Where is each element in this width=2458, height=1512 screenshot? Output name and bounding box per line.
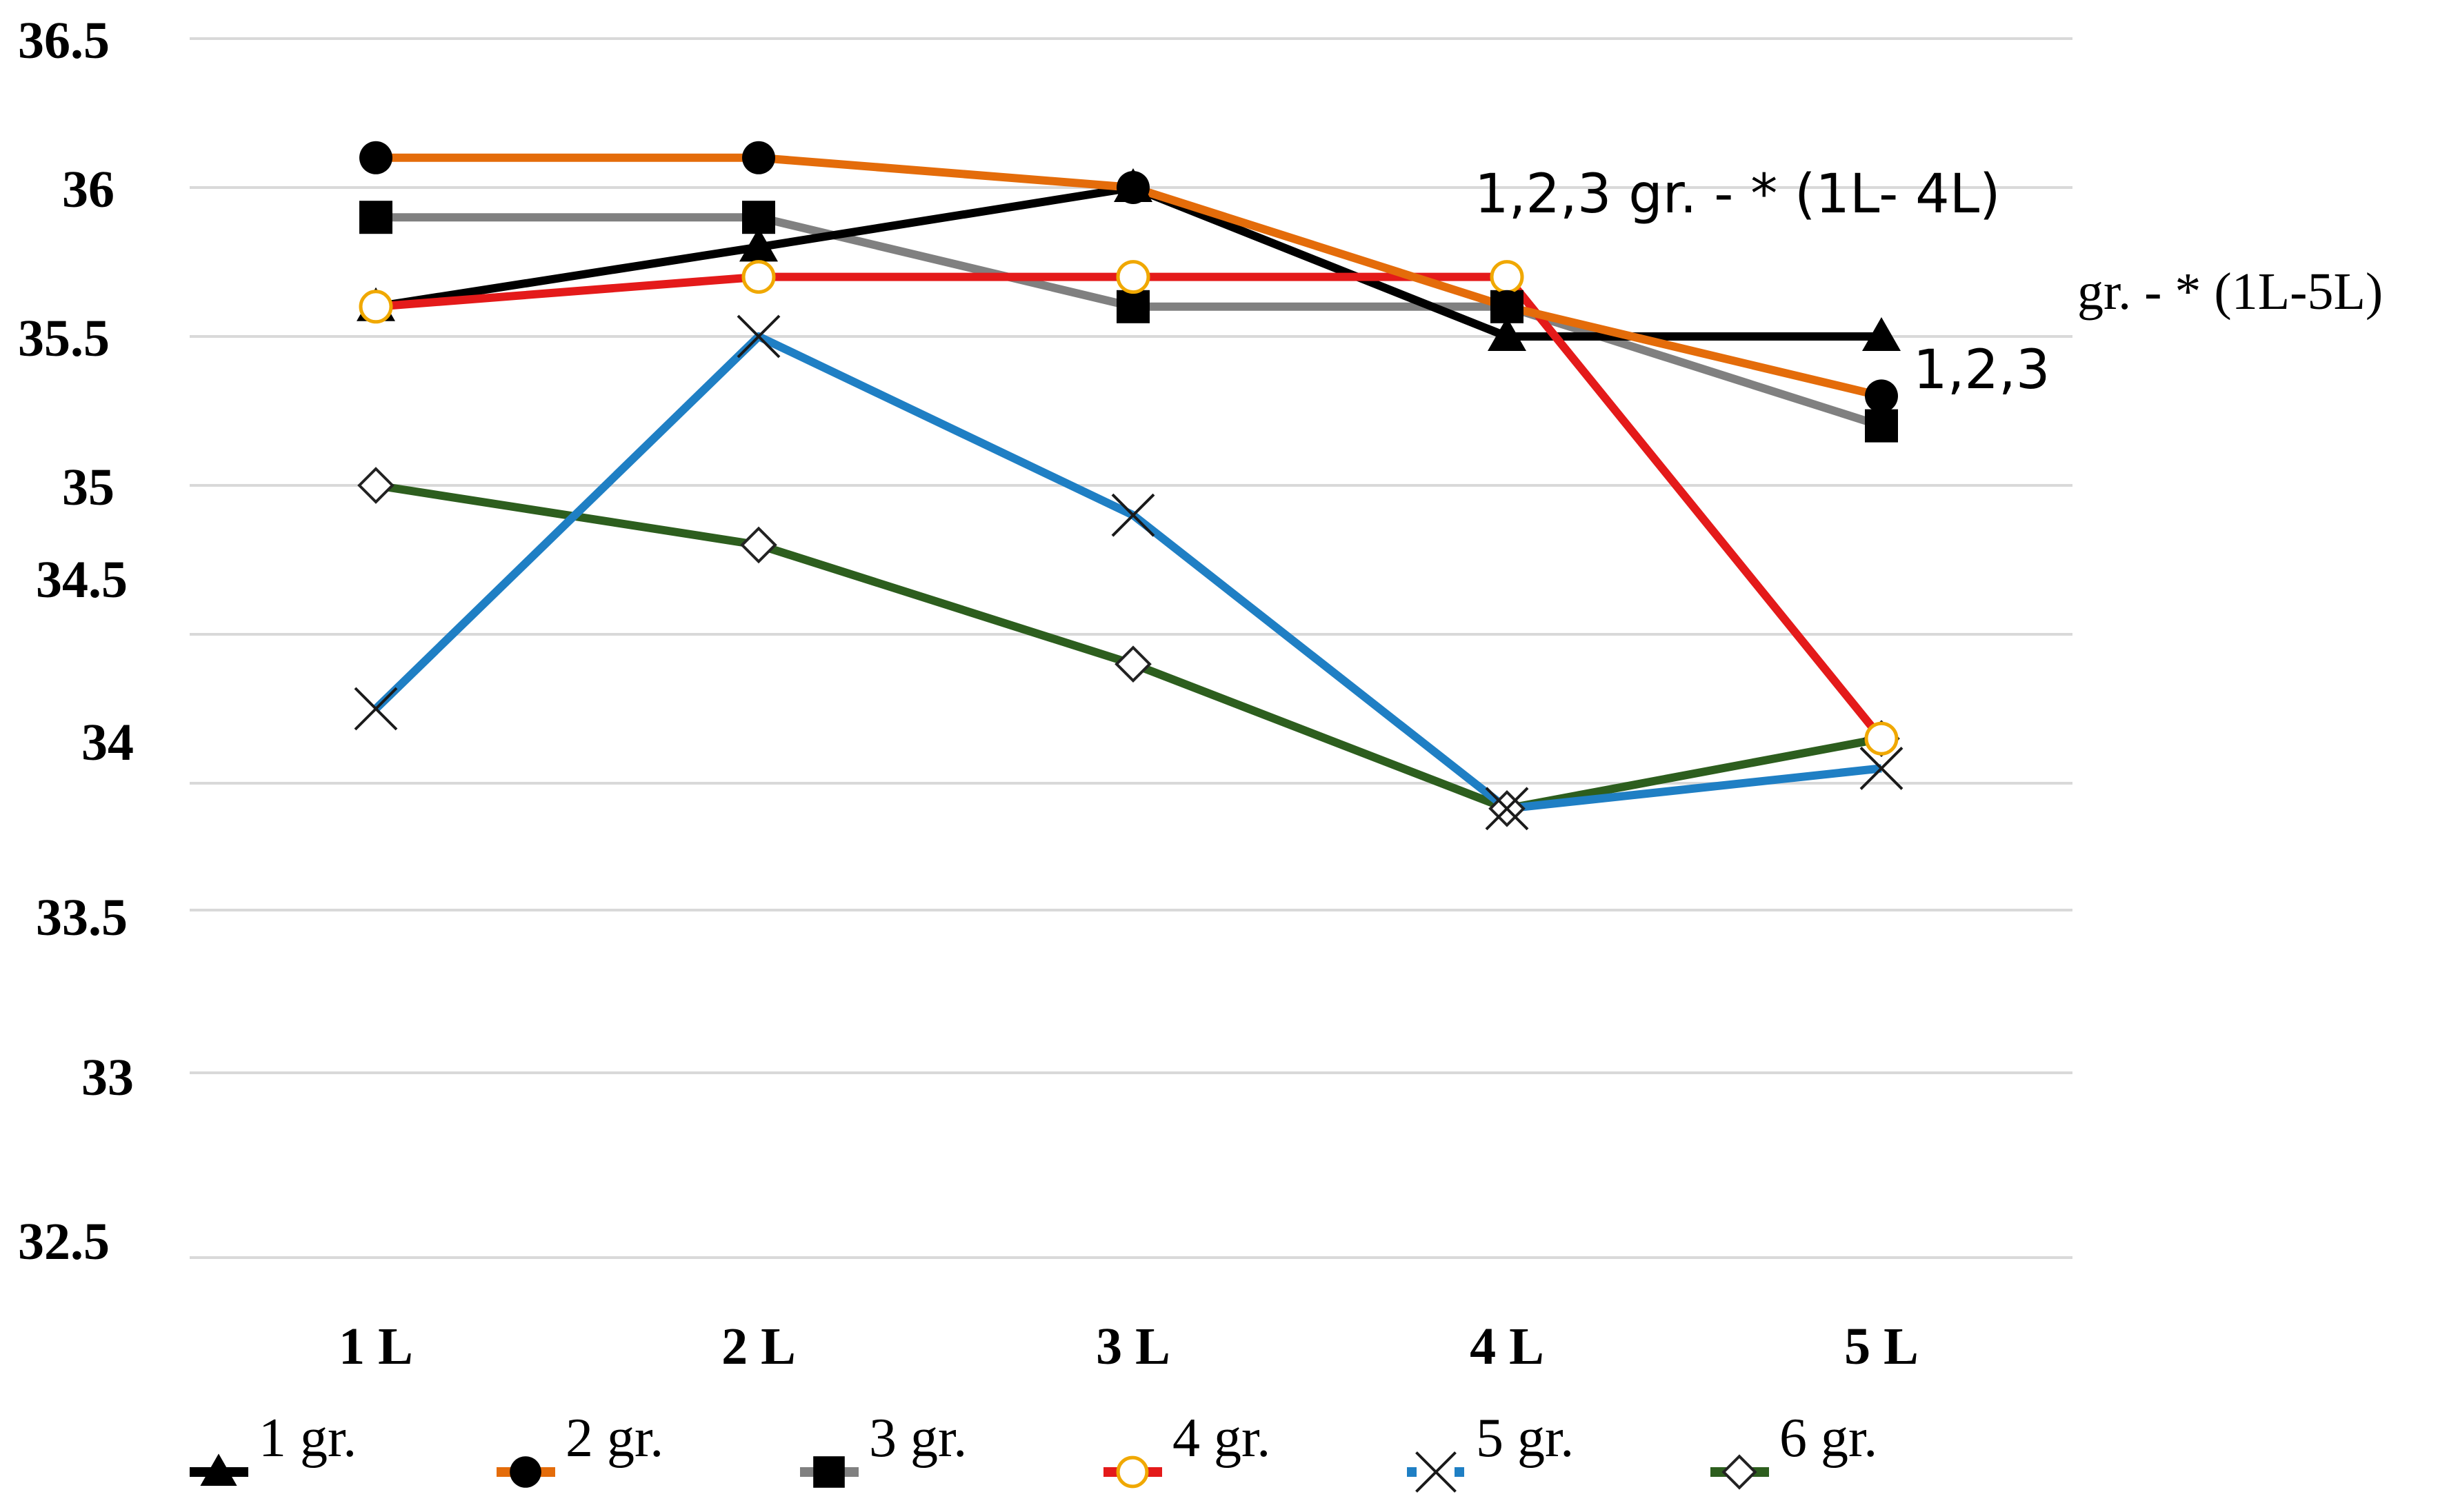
legend-label: 1 gr. <box>259 1408 357 1469</box>
legend-label: 2 gr. <box>566 1408 663 1469</box>
data-point <box>1490 290 1523 323</box>
legend-item: 2 gr. <box>497 1408 663 1488</box>
legend-marker <box>1721 1454 1757 1490</box>
legend-label: 3 gr. <box>869 1408 967 1469</box>
x-tick-label: 2 L <box>721 1318 796 1375</box>
legend-label: 6 gr. <box>1779 1408 1877 1469</box>
y-tick-label: 33.5 <box>36 889 128 947</box>
x-tick-label: 3 L <box>1096 1318 1170 1375</box>
x-tick-label: 1 L <box>339 1318 413 1375</box>
data-point <box>1864 721 1899 756</box>
data-point <box>359 290 393 324</box>
series-lines <box>372 153 1885 813</box>
legend-marker <box>510 1456 541 1488</box>
data-point <box>1111 493 1155 537</box>
data-point <box>1865 409 1898 443</box>
y-tick-label: 34 <box>81 714 134 772</box>
data-point <box>1865 379 1898 413</box>
data-point <box>1490 260 1524 294</box>
legend-item: 6 gr. <box>1710 1408 1877 1490</box>
legend-marker <box>1116 1455 1149 1489</box>
legend-item: 5 gr. <box>1407 1408 1574 1493</box>
y-tick-label: 32.5 <box>18 1213 110 1271</box>
data-point <box>1117 290 1150 323</box>
series-markers <box>354 141 1904 831</box>
legend-item: 3 gr. <box>800 1408 967 1488</box>
y-tick-label: 34.5 <box>36 551 128 609</box>
data-point <box>741 260 776 294</box>
data-point <box>359 201 392 234</box>
series-line <box>375 481 1883 813</box>
legend-item: 4 gr. <box>1103 1408 1270 1489</box>
data-point <box>1117 171 1150 204</box>
data-point <box>1859 746 1904 790</box>
y-tick-label: 35 <box>62 458 114 516</box>
legend-item: 1 gr. <box>190 1408 357 1486</box>
x-tick-label: 4 L <box>1470 1318 1544 1375</box>
data-point <box>737 314 781 359</box>
grid-lines <box>190 37 2072 1259</box>
annotation-top: 1,2,3 gr. - * (1L- 4L) <box>1475 163 2001 225</box>
y-tick-label: 36 <box>62 161 114 219</box>
x-axis-tick-labels: 1 L 2 L 3 L 4 L 5 L <box>339 1318 1919 1375</box>
y-tick-label: 36.5 <box>18 12 110 70</box>
y-axis-tick-labels: 36.5 36 35.5 35 34.5 34 33.5 33 32.5 <box>18 12 134 1271</box>
data-point <box>359 141 392 174</box>
data-point <box>1116 260 1150 294</box>
x-tick-label: 5 L <box>1844 1318 1919 1375</box>
data-point <box>740 526 777 564</box>
data-point <box>354 687 398 731</box>
legend-marker <box>1415 1451 1457 1493</box>
data-point <box>1115 645 1152 683</box>
series-line <box>372 332 1882 813</box>
data-point <box>357 467 394 504</box>
data-point <box>739 228 778 262</box>
data-point <box>1862 317 1901 351</box>
data-point <box>1485 787 1529 831</box>
legend-label: 5 gr. <box>1476 1408 1574 1469</box>
data-point <box>742 141 775 174</box>
annotation-near-5l: 1,2,3 <box>1913 339 2050 401</box>
legend-marker <box>200 1453 237 1486</box>
legend-marker <box>813 1456 845 1488</box>
legend-label: 4 gr. <box>1172 1408 1270 1469</box>
legend: 1 gr. 2 gr. 3 gr. 4 gr. 5 gr. 6 gr. <box>190 1408 1877 1493</box>
data-point <box>1488 317 1526 351</box>
y-tick-label: 35.5 <box>18 310 110 367</box>
annotations: 1,2,3 gr. - * (1L- 4L) gr. - * (1L-5L) 1… <box>1475 163 2383 401</box>
annotation-right: gr. - * (1L-5L) <box>2077 263 2383 321</box>
y-tick-label: 33 <box>81 1049 134 1107</box>
